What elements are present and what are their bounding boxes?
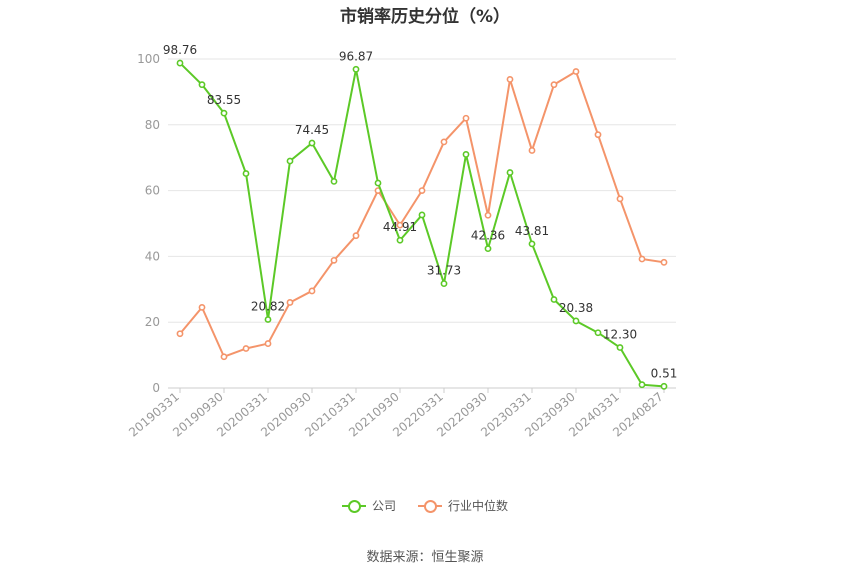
data-label: 12.30 <box>603 328 637 342</box>
data-label: 31.73 <box>427 264 461 278</box>
y-tick-label: 80 <box>145 118 160 132</box>
legend-marker-industry-median <box>418 499 442 513</box>
data-point <box>660 258 668 266</box>
data-point <box>616 344 624 351</box>
data-point <box>220 109 228 117</box>
data-point <box>462 114 470 122</box>
data-point <box>176 59 184 67</box>
data-point <box>638 381 646 389</box>
data-point <box>506 75 514 83</box>
data-point <box>352 65 360 73</box>
data-point <box>396 236 404 244</box>
data-label: 43.81 <box>515 224 549 238</box>
data-point <box>418 187 426 194</box>
data-point <box>616 195 624 203</box>
data-point <box>374 179 382 187</box>
legend-label-company: 公司 <box>371 499 396 513</box>
data-point <box>484 245 492 253</box>
data-point <box>242 170 250 177</box>
data-point <box>286 299 294 306</box>
data-point <box>484 211 492 219</box>
data-point <box>594 131 602 139</box>
y-tick-label: 40 <box>145 249 160 263</box>
data-point <box>440 138 448 146</box>
data-label: 74.45 <box>295 123 329 137</box>
data-label: 98.76 <box>163 43 197 57</box>
data-point <box>396 221 404 229</box>
data-point <box>330 177 338 185</box>
data-point <box>528 147 536 154</box>
data-point <box>308 139 316 147</box>
data-point <box>462 151 470 158</box>
data-point <box>550 81 558 89</box>
data-labels: 98.76 83.55 20.82 74.45 96.87 44.91 31.73 42.36… <box>163 43 678 380</box>
data-label: 20.82 <box>251 300 285 314</box>
legend-label-industry-median: 行业中位数 <box>448 499 509 513</box>
data-point <box>242 345 250 352</box>
data-point <box>528 240 536 248</box>
data-point <box>198 81 206 89</box>
y-tick-label: 60 <box>145 184 160 198</box>
data-point <box>308 287 316 295</box>
chart-title: 市销率历史分位（%） <box>339 7 511 27</box>
data-point <box>418 211 426 219</box>
y-tick-label: 100 <box>137 52 160 66</box>
data-label: 0.51 <box>651 366 678 380</box>
legend: 公司 行业中位数 <box>0 497 850 514</box>
data-point <box>572 68 580 75</box>
data-point <box>198 303 206 311</box>
line-chart: 0204060801002019033120190930202003312020… <box>126 43 678 440</box>
data-point <box>572 317 580 325</box>
data-point <box>264 340 272 347</box>
data-point <box>176 330 184 338</box>
legend-marker-company <box>341 499 366 513</box>
legend-item-company[interactable]: 公司 <box>341 497 396 514</box>
data-label: 83.55 <box>207 93 241 107</box>
data-label: 44.91 <box>383 220 417 234</box>
data-point <box>220 353 228 361</box>
legend-item-industry-median[interactable]: 行业中位数 <box>418 497 508 514</box>
data-label: 20.38 <box>559 301 593 315</box>
data-point <box>440 280 448 288</box>
data-point <box>594 329 602 337</box>
data-point <box>286 157 294 165</box>
y-tick-label: 20 <box>145 315 160 329</box>
series-lines <box>176 59 668 390</box>
series-line-0 <box>179 62 665 388</box>
y-tick-label: 0 <box>152 381 160 395</box>
data-label: 96.87 <box>339 49 373 63</box>
axes: 0204060801002019033120190930202003312020… <box>126 52 676 440</box>
source-note: 数据来源：恒生聚源 <box>366 550 484 565</box>
data-point <box>352 232 360 240</box>
data-point <box>660 382 668 390</box>
data-point <box>550 296 558 303</box>
data-label: 42.36 <box>471 229 505 243</box>
data-point <box>638 255 646 263</box>
data-point <box>264 316 272 323</box>
data-point <box>506 169 514 176</box>
data-point <box>330 256 338 264</box>
